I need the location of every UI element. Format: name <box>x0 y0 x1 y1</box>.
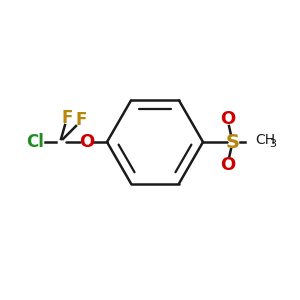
Text: 3: 3 <box>269 139 276 149</box>
Text: S: S <box>226 133 240 152</box>
Text: O: O <box>80 133 94 151</box>
Text: Cl: Cl <box>26 133 44 151</box>
Text: F: F <box>61 109 73 127</box>
Text: O: O <box>220 156 236 174</box>
Text: CH: CH <box>255 133 275 147</box>
Text: F: F <box>75 111 87 129</box>
Text: O: O <box>220 110 236 128</box>
